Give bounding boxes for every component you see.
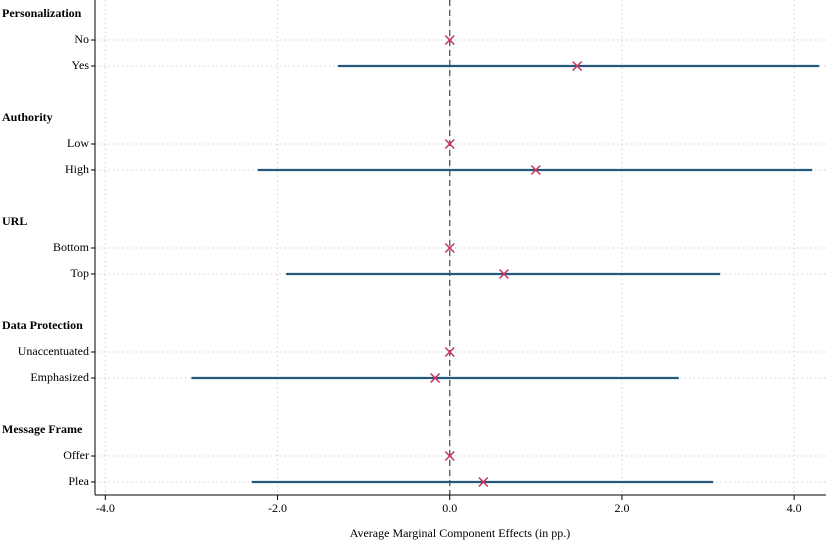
x-tick-label: 0.0 <box>442 501 457 515</box>
estimate-marker <box>498 268 510 280</box>
group-header: Data Protection <box>2 318 83 332</box>
x-tick-label: -2.0 <box>268 501 287 515</box>
estimate-marker <box>572 60 583 72</box>
estimate-marker <box>444 450 455 462</box>
group-header: Authority <box>2 110 53 124</box>
y-tick-label: Offer <box>63 448 89 462</box>
y-tick-label: Unaccentuated <box>18 344 89 358</box>
estimate-marker <box>444 346 455 358</box>
x-axis-label: Average Marginal Component Effects (in p… <box>350 526 571 540</box>
estimate-marker <box>444 34 455 46</box>
y-tick-label: No <box>74 32 89 46</box>
y-tick-label: Top <box>71 266 90 280</box>
group-header: URL <box>2 214 27 228</box>
estimate-marker <box>444 138 455 150</box>
group-header: Personalization <box>2 6 82 20</box>
estimate-marker <box>444 242 455 254</box>
y-tick-label: Yes <box>72 58 90 72</box>
y-tick-label: Plea <box>68 474 89 488</box>
x-tick-label: 4.0 <box>787 501 802 515</box>
estimate-marker <box>530 164 541 176</box>
group-header: Message Frame <box>2 422 83 436</box>
x-tick-label: 2.0 <box>614 501 629 515</box>
estimate-marker <box>430 372 441 384</box>
y-tick-label: Bottom <box>53 240 90 254</box>
y-tick-label: Emphasized <box>30 370 89 384</box>
y-tick-label: High <box>65 162 89 176</box>
estimate-marker <box>478 476 489 488</box>
x-tick-label: -4.0 <box>96 501 115 515</box>
y-tick-label: Low <box>67 136 89 150</box>
